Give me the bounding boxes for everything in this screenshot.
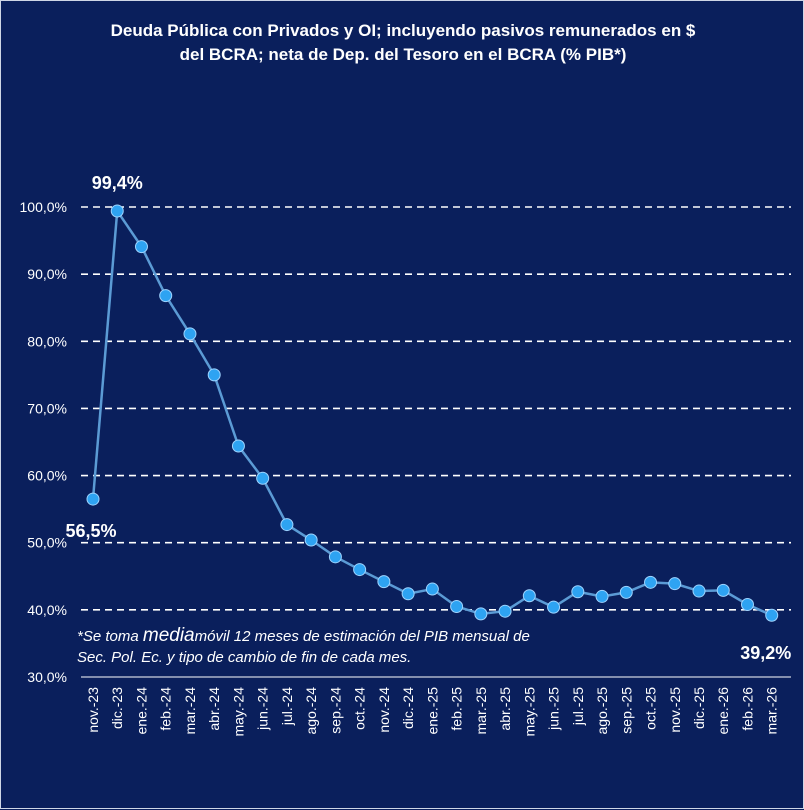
data-point — [619, 585, 633, 599]
x-tick-label: nov.-25 — [667, 687, 683, 733]
data-point — [668, 577, 682, 591]
x-tick-label: nov.-24 — [376, 687, 392, 733]
x-tick-label: dic.-23 — [109, 687, 125, 729]
x-tick-label: nov.-23 — [85, 687, 101, 733]
data-label: 99,4% — [92, 173, 143, 193]
data-point — [353, 563, 367, 577]
data-point — [716, 583, 730, 597]
x-tick-label: feb.-26 — [739, 687, 755, 731]
data-point — [207, 368, 221, 382]
chart-title-line2: del BCRA; neta de Dep. del Tesoro en el … — [179, 45, 627, 64]
data-point — [571, 585, 585, 599]
y-tick-label: 80,0% — [27, 333, 67, 349]
data-point — [110, 204, 124, 218]
y-tick-label: 100,0% — [20, 199, 67, 215]
data-point — [765, 608, 779, 622]
data-point — [304, 533, 318, 547]
x-tick-label: dic.-25 — [691, 687, 707, 729]
x-tick-label: sep.-24 — [327, 687, 343, 734]
x-tick-label: abr.-24 — [206, 687, 222, 731]
footnote: *Se toma mediamóvil 12 meses de estimaci… — [77, 625, 597, 668]
x-tick-label: jun.-25 — [546, 687, 562, 731]
x-tick-label: may.-25 — [521, 687, 537, 737]
data-point — [231, 439, 245, 453]
data-point — [425, 582, 439, 596]
data-point — [740, 597, 754, 611]
x-tick-label: mar.-25 — [473, 687, 489, 735]
data-point — [644, 575, 658, 589]
data-point — [256, 471, 270, 485]
y-tick-label: 60,0% — [27, 468, 67, 484]
x-tick-label: oct.-25 — [643, 687, 659, 730]
x-tick-label: jul.-24 — [279, 687, 295, 726]
y-tick-label: 90,0% — [27, 266, 67, 282]
data-point — [450, 600, 464, 613]
footnote-line2: Sec. Pol. Ec. y tipo de cambio de fin de… — [77, 649, 412, 666]
data-point — [522, 589, 536, 603]
data-label: 39,2% — [740, 643, 791, 663]
x-tick-label: dic.-24 — [400, 687, 416, 729]
x-tick-label: ene.-24 — [133, 687, 149, 735]
x-tick-label: ene.-26 — [715, 687, 731, 735]
x-tick-label: ago.-25 — [594, 687, 610, 735]
chart-title-line1: Deuda Pública con Privados y OI; incluye… — [110, 21, 696, 40]
data-point — [134, 240, 148, 254]
data-point — [547, 600, 561, 614]
x-tick-label: oct.-24 — [352, 687, 368, 730]
y-tick-label: 30,0% — [27, 669, 67, 685]
x-tick-label: ene.-25 — [424, 687, 440, 735]
footnote-part1: *Se toma — [77, 628, 139, 645]
data-point — [474, 607, 488, 621]
x-tick-label: sep.-25 — [618, 687, 634, 734]
x-tick-label: may.-24 — [230, 687, 246, 737]
data-point — [183, 327, 197, 341]
data-point — [328, 550, 342, 564]
footnote-line1: *Se toma mediamóvil 12 meses de estimaci… — [77, 625, 597, 647]
footnote-part2: móvil 12 meses de estimación del PIB men… — [194, 628, 530, 645]
data-point — [692, 584, 706, 598]
y-tick-label: 70,0% — [27, 400, 67, 416]
data-label: 56,5% — [65, 521, 116, 541]
data-point — [401, 587, 415, 601]
data-point — [280, 518, 294, 532]
y-tick-label: 50,0% — [27, 535, 67, 551]
data-point — [159, 289, 173, 303]
x-tick-label: jun.-24 — [255, 687, 271, 731]
data-point — [377, 575, 391, 589]
x-tick-label: mar.-24 — [182, 687, 198, 735]
chart-title: Deuda Pública con Privados y OI; incluye… — [1, 19, 804, 67]
data-point — [595, 589, 609, 603]
x-tick-label: mar.-26 — [764, 687, 780, 735]
data-point — [498, 604, 512, 618]
x-tick-label: feb.-25 — [449, 687, 465, 731]
data-point — [86, 492, 100, 506]
x-tick-label: jul.-25 — [570, 687, 586, 726]
x-tick-label: feb.-24 — [158, 687, 174, 731]
x-tick-label: abr.-25 — [497, 687, 513, 731]
series-line — [91, 207, 773, 617]
footnote-media: media — [142, 625, 195, 646]
x-tick-label: ago.-24 — [303, 687, 319, 735]
y-tick-label: 40,0% — [27, 602, 67, 618]
